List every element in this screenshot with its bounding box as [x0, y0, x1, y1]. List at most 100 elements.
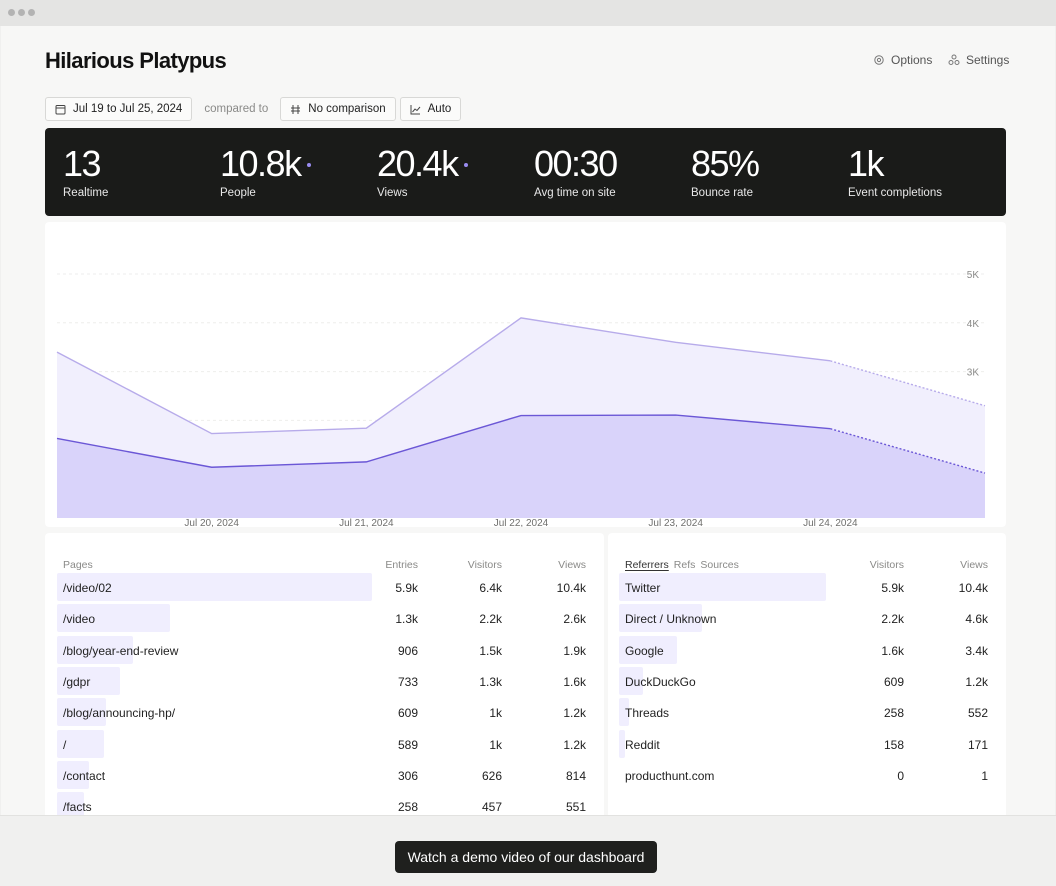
page-row[interactable]: / 589 1k 1.2k	[45, 729, 604, 758]
window-controls	[8, 9, 35, 16]
window-minimize-control[interactable]	[18, 9, 25, 16]
x-tick-label: Jul 23, 2024	[648, 518, 703, 527]
referrer-visitors-value: 609	[883, 674, 904, 689]
settings-link[interactable]: Settings	[948, 53, 1009, 67]
referrer-views-value: 4.6k	[965, 612, 988, 627]
compared-to-label: compared to	[204, 103, 269, 115]
pages-header-entries: Entries	[385, 559, 418, 571]
stat-label: Bounce rate	[691, 187, 754, 199]
stat-number: 85%	[691, 143, 760, 184]
referrer-visitors-value: 1.6k	[881, 643, 904, 658]
stat-value: 10.8k	[220, 144, 311, 184]
stat-number: 10.8k	[220, 143, 302, 184]
page-share-bar	[57, 635, 133, 664]
line-chart-icon	[410, 104, 421, 114]
page-path: /	[63, 737, 67, 752]
referrer-share-bar	[619, 698, 630, 727]
page-views-value: 10.4k	[556, 581, 586, 595]
window-titlebar	[0, 0, 1056, 26]
referrer-row[interactable]: Threads 258 552	[608, 698, 1006, 727]
page-row[interactable]: /video 1.3k 2.2k 2.6k	[45, 604, 604, 633]
stat-bounce-rate[interactable]: 85% Bounce rate	[691, 143, 760, 200]
page-views-value: 1.2k	[563, 737, 586, 752]
page-row[interactable]: /blog/announcing-hp/609 1k 1.2k	[45, 698, 604, 727]
page-visitors-value: 1.3k	[479, 674, 502, 689]
referrer-visitors-value: 2.2k	[881, 612, 904, 627]
y-tick-label: 5K	[967, 270, 980, 281]
stat-views[interactable]: 20.4k Views	[377, 144, 468, 199]
page-share-bar	[57, 698, 106, 727]
page-row[interactable]: /video/02 5.9k 6.4k 10.4k	[45, 573, 604, 601]
x-tick-label: Jul 22, 2024	[494, 518, 549, 527]
page-views-value: 814	[565, 768, 586, 783]
page-share-bar	[57, 729, 105, 758]
series-dot-icon	[306, 163, 311, 167]
referrer-name: Google	[625, 643, 664, 658]
referrer-name: Twitter	[625, 581, 661, 595]
stat-realtime[interactable]: 13 Realtime	[63, 144, 108, 200]
compare-sliders-icon	[291, 104, 301, 114]
stat-avg-time[interactable]: 00:30 Avg time on site	[534, 144, 618, 200]
page-row[interactable]: /facts 258 457 551	[45, 792, 604, 815]
page-path: /video	[63, 612, 96, 627]
comparison-select[interactable]: No comparison	[280, 97, 396, 121]
tab-referrers[interactable]: Referrers	[625, 559, 669, 571]
stat-number: 1k	[848, 143, 885, 184]
page-share-bar	[57, 760, 89, 789]
page-row[interactable]: /contact 306 626 814	[45, 760, 604, 789]
page-entries-value: 5.9k	[395, 581, 418, 595]
page-share-bar	[57, 792, 84, 815]
y-tick-label: 4K	[967, 319, 980, 330]
referrer-row[interactable]: producthunt.com 0 1	[608, 761, 1006, 789]
options-label: Options	[891, 53, 933, 67]
referrer-views-value: 171	[967, 737, 988, 752]
page-views-value: 1.6k	[563, 674, 586, 689]
referrer-name: Direct / Unknown	[625, 612, 717, 627]
referrer-visitors-value: 5.9k	[881, 581, 904, 595]
filter-bar: Jul 19 to Jul 25, 2024 compared to No co…	[45, 97, 462, 121]
referrer-row[interactable]: Reddit 158 171	[608, 729, 1006, 758]
page-entries-value: 733	[397, 674, 418, 689]
tab-sources[interactable]: Sources	[700, 559, 739, 571]
page-path: /gdpr	[63, 674, 91, 689]
options-link[interactable]: Options	[873, 53, 932, 67]
referrer-share-bar	[619, 729, 626, 758]
page-entries-value: 1.3k	[395, 612, 418, 627]
interval-label: Auto	[427, 103, 452, 115]
page-row[interactable]: /gdpr 733 1.3k 1.6k	[45, 666, 604, 695]
page-entries-value: 258	[397, 800, 418, 815]
page-visitors-value: 457	[481, 800, 502, 815]
referrers-header-views: Views	[960, 559, 988, 571]
referrer-row[interactable]: Direct / Unknown 2.2k 4.6k	[608, 604, 1006, 633]
stat-value: 1k	[848, 144, 942, 184]
referrer-views-value: 1	[981, 768, 988, 783]
date-range-picker[interactable]: Jul 19 to Jul 25, 2024	[45, 97, 193, 121]
tab-refs[interactable]: Refs	[673, 559, 696, 571]
referrer-views-value: 10.4k	[958, 581, 988, 595]
stat-value: 13	[63, 144, 108, 184]
watch-demo-button[interactable]: Watch a demo video of our dashboard	[395, 841, 657, 873]
stat-value: 00:30	[534, 144, 618, 184]
stat-people[interactable]: 10.8k People	[220, 144, 311, 199]
stat-event-completions[interactable]: 1k Event completions	[848, 144, 942, 200]
window-close-control[interactable]	[8, 9, 15, 16]
series-dot-icon	[463, 163, 468, 167]
page-entries-value: 589	[397, 737, 418, 752]
referrer-visitors-value: 258	[883, 706, 904, 721]
page-row[interactable]: /blog/year-end-review 906 1.5k 1.9k	[45, 635, 604, 664]
x-tick-label: Jul 21, 2024	[339, 518, 394, 527]
referrer-visitors-value: 0	[897, 768, 904, 783]
stat-label: Views	[377, 187, 408, 199]
footer-bar: Watch a demo video of our dashboard	[0, 815, 1056, 886]
stats-bar: 13 Realtime 10.8k People 20.4k Views 00:…	[45, 128, 1006, 216]
referrer-row[interactable]: Google 1.6k 3.4k	[608, 635, 1006, 664]
page-visitors-value: 1k	[489, 706, 502, 721]
referrer-row[interactable]: DuckDuckGo 609 1.2k	[608, 666, 1006, 695]
window-maximize-control[interactable]	[28, 9, 35, 16]
pages-header-visitors: Visitors	[467, 559, 502, 571]
page-views-value: 1.2k	[563, 706, 586, 721]
referrer-tabs: Referrers Refs Sources	[625, 559, 744, 571]
interval-select[interactable]: Auto	[399, 97, 462, 121]
referrer-row[interactable]: Twitter 5.9k 10.4k	[608, 573, 1006, 601]
